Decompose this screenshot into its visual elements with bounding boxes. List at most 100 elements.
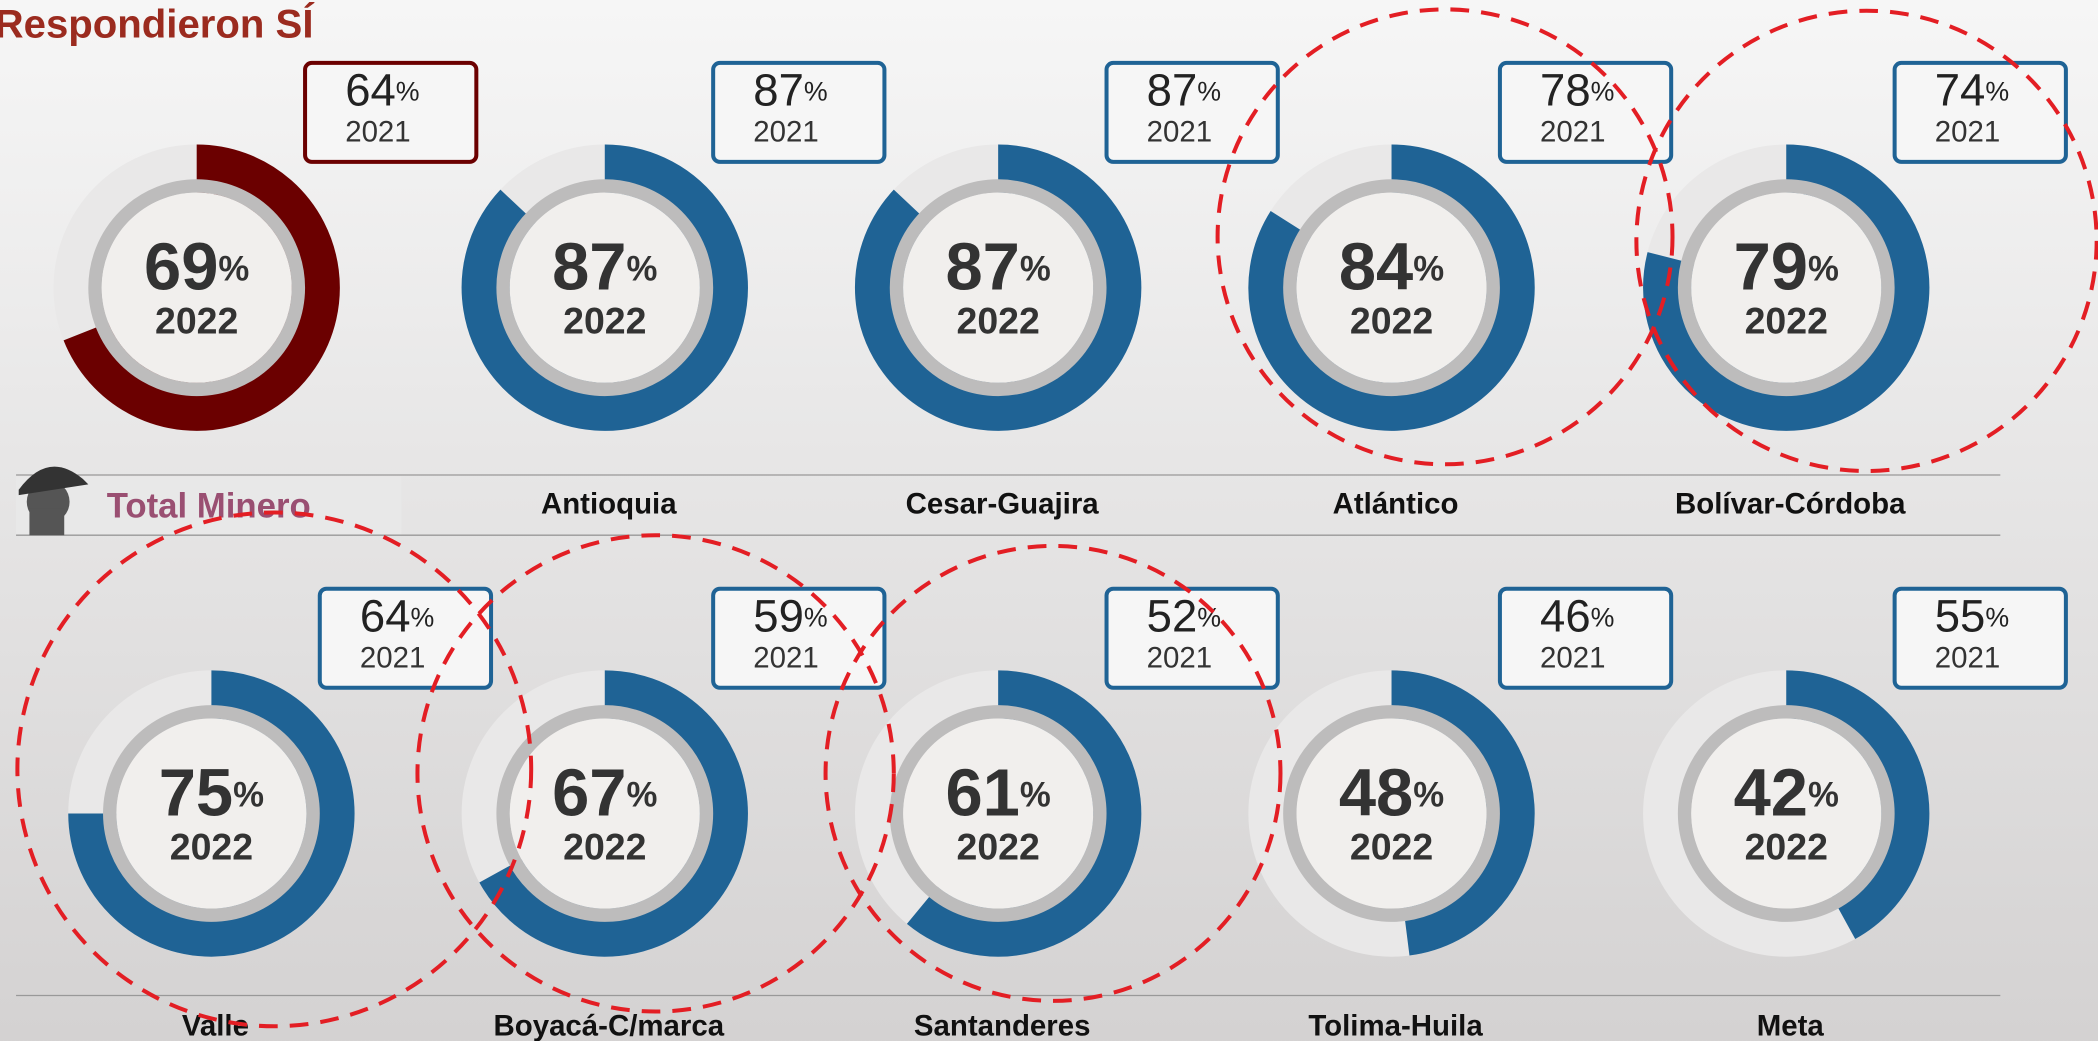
donut-arc: [906, 670, 1142, 957]
prev-box: [711, 586, 887, 690]
inner-ring: [88, 179, 306, 397]
prev-text: 87%: [753, 65, 827, 116]
donut-arc: [1248, 144, 1535, 431]
value: 48: [1339, 755, 1413, 830]
prev-text: 52%: [1147, 591, 1221, 642]
year: 2022: [1350, 826, 1433, 868]
prev-box: [1104, 586, 1280, 690]
prev-text: 59%: [753, 591, 827, 642]
inner-ring: [889, 705, 1107, 922]
value: 75: [159, 755, 233, 830]
highlight: [15, 510, 534, 1029]
inner-ring: [1283, 179, 1500, 397]
inner-ring: [1677, 179, 1895, 397]
miner-icon: [18, 466, 89, 536]
inner-ring: [103, 705, 320, 922]
value-text: 87%: [552, 229, 657, 304]
prev-unit: %: [1591, 77, 1615, 107]
inner: [1691, 192, 1882, 383]
prev-text: 46%: [1540, 591, 1614, 642]
donut-arc: [461, 144, 748, 431]
year: 2022: [563, 826, 646, 868]
value: 87: [552, 229, 626, 304]
value-text: 79%: [1734, 229, 1839, 304]
highlight: [415, 533, 896, 1014]
year: 2022: [1745, 826, 1828, 868]
group-name: Cesar-Guajira: [906, 488, 1100, 521]
prev-value: 78: [1540, 65, 1591, 116]
prev-box: [1497, 60, 1674, 164]
prev-year: 2021: [1147, 641, 1212, 674]
unit: %: [218, 251, 249, 289]
year: 2022: [1350, 300, 1433, 342]
donut-arc: [1785, 670, 1930, 939]
prev-value: 87: [1147, 65, 1198, 116]
prev-value: 74: [1935, 65, 1986, 116]
value: 84: [1339, 229, 1413, 304]
prev-text: 55%: [1935, 591, 2009, 642]
prev-value: 64: [345, 65, 396, 116]
title: Respondieron SÍ: [0, 1, 315, 46]
inner: [903, 192, 1094, 383]
value: 42: [1734, 755, 1808, 830]
group-name: Antioquia: [541, 488, 677, 521]
inner-ring: [889, 179, 1107, 397]
inner: [1691, 718, 1882, 909]
prev-value: 87: [753, 65, 804, 116]
unit: %: [233, 777, 264, 815]
unit: %: [1808, 251, 1839, 289]
prev-year: 2021: [345, 116, 410, 149]
prev-unit: %: [804, 603, 828, 633]
value-text: 69%: [144, 229, 249, 304]
prev-year: 2021: [1540, 641, 1605, 674]
value-text: 42%: [1734, 755, 1839, 830]
year: 2022: [155, 300, 238, 342]
highlight: [823, 543, 1283, 1003]
prev-text: 87%: [1147, 65, 1221, 116]
donut-arc: [1390, 670, 1535, 956]
donut-arc: [63, 144, 340, 431]
year: 2022: [563, 300, 646, 342]
prev-unit: %: [1197, 77, 1221, 107]
prev-unit: %: [804, 77, 828, 107]
prev-year: 2021: [1935, 116, 2000, 149]
unit: %: [627, 251, 658, 289]
prev-year: 2021: [1147, 116, 1212, 149]
unit: %: [627, 777, 658, 815]
donut-arc: [479, 670, 748, 957]
prev-unit: %: [1985, 77, 2009, 107]
prev-box: [1104, 60, 1280, 164]
group-name: Meta: [1757, 1009, 1825, 1041]
prev-text: 64%: [345, 65, 419, 116]
value-text: 61%: [945, 755, 1050, 830]
group-name: Bolívar-Córdoba: [1675, 488, 1906, 521]
highlight-circles: [15, 7, 2098, 1029]
inner: [509, 718, 700, 909]
prev-box: [303, 60, 479, 164]
value-text: 48%: [1339, 755, 1444, 830]
inner: [509, 192, 700, 383]
inner-ring: [1677, 705, 1895, 922]
prev-unit: %: [1985, 603, 2009, 633]
prev-year: 2021: [1540, 116, 1605, 149]
prev-year: 2021: [753, 116, 818, 149]
unit: %: [1413, 251, 1444, 289]
prev-year: 2021: [360, 641, 425, 674]
donut-arc: [1643, 144, 1930, 431]
prev-text: 74%: [1935, 65, 2009, 116]
prev-value: 64: [360, 591, 411, 642]
prev-unit: %: [1197, 603, 1221, 633]
value: 67: [552, 755, 626, 830]
total-band: [16, 476, 402, 536]
group-name: Atlántico: [1333, 488, 1459, 521]
prev-box: [1497, 586, 1674, 690]
value: 61: [945, 755, 1019, 830]
prev-unit: %: [411, 603, 435, 633]
prev-value: 59: [753, 591, 804, 642]
inner-ring: [496, 705, 714, 922]
value-text: 75%: [159, 755, 264, 830]
prev-text: 78%: [1540, 65, 1614, 116]
